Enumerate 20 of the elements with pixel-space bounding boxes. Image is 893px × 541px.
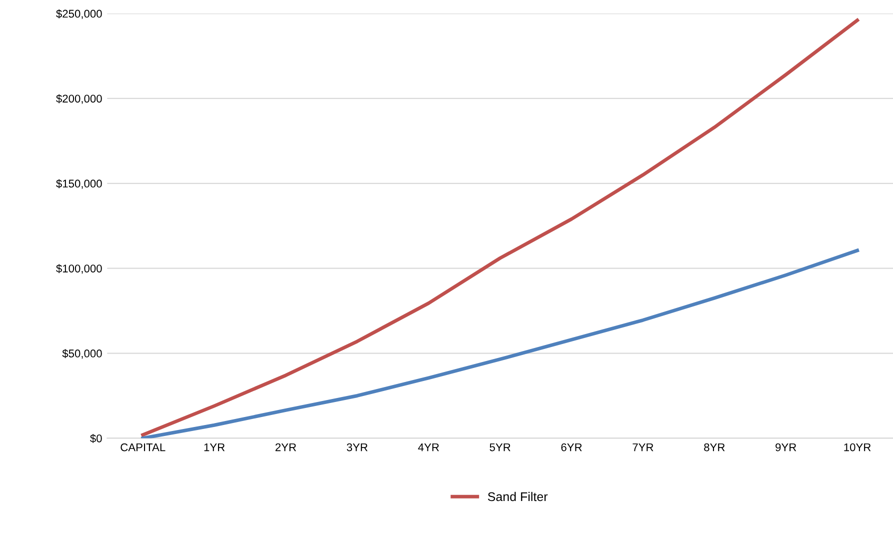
x-tick-label: 3YR	[346, 443, 368, 452]
x-tick-label: 9YR	[776, 443, 796, 452]
line-series	[141, 18, 860, 437]
y-tick-label: $200,000	[56, 94, 102, 104]
x-tick-label: 2YR	[276, 443, 296, 452]
y-tick-label: $50,000	[62, 349, 102, 359]
y-tick-label: $250,000	[56, 9, 102, 19]
y-tick-label: $100,000	[56, 264, 102, 274]
line-series	[141, 248, 860, 438]
x-tick-label: 8YR	[704, 443, 725, 452]
x-tick-label: 4YR	[418, 443, 439, 452]
x-tick-label: 1YR	[204, 443, 225, 452]
y-tick-label: $0	[90, 434, 102, 444]
x-tick-label: 7YR	[632, 443, 654, 452]
legend-label: Sand Filter	[488, 492, 548, 502]
x-tick-label: 10YR	[844, 443, 871, 452]
x-tick-label: 6YR	[561, 443, 582, 452]
x-tick-label: CAPITAL	[120, 443, 166, 452]
y-tick-label: $150,000	[56, 179, 102, 189]
x-tick-label: 5YR	[490, 443, 510, 452]
